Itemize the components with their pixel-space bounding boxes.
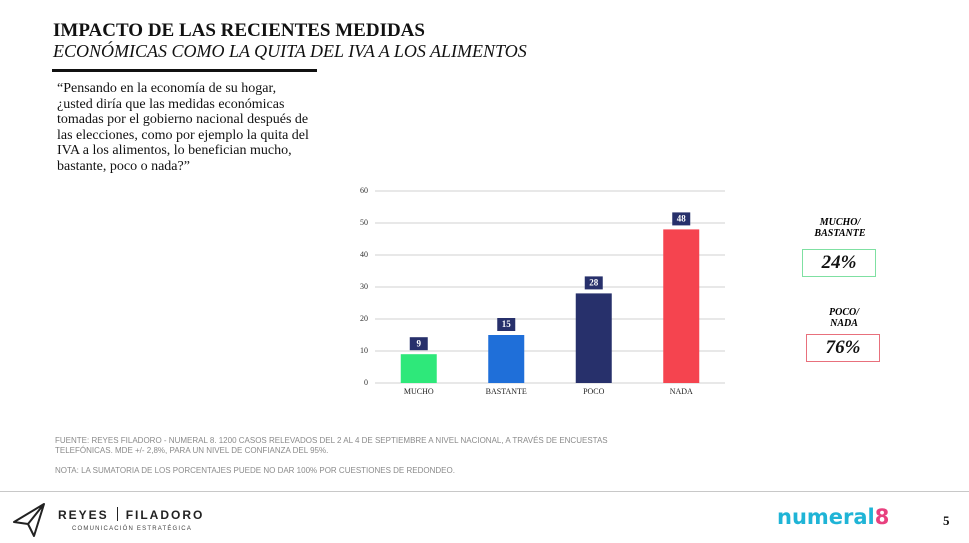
value-label-bg — [584, 276, 603, 290]
title: IMPACTO DE LAS RECIENTES MEDIDAS — [53, 20, 425, 41]
summary-label-line: NADA — [830, 318, 858, 329]
subtitle: ECONÓMICAS COMO LA QUITA DEL IVA A LOS A… — [53, 41, 527, 61]
partner-logo: numeral8 — [777, 505, 889, 529]
brand-right: FILADORO — [125, 508, 205, 522]
y-tick-label: 20 — [360, 314, 368, 323]
value-label: 28 — [589, 277, 599, 287]
logo-icon — [13, 503, 45, 537]
page-number: 5 — [943, 513, 950, 528]
rounding-note: NOTA: LA SUMATORIA DE LOS PORCENTAJES PU… — [55, 466, 455, 475]
bar — [400, 354, 437, 383]
summary-label: MUCHO/BASTANTE — [800, 217, 880, 239]
footer-rule — [0, 491, 969, 492]
value-label: 48 — [677, 213, 687, 223]
source-note: FUENTE: REYES FILADORO - NUMERAL 8. 1200… — [55, 436, 608, 455]
y-tick-label: 50 — [360, 218, 368, 227]
summary-label-line: BASTANTE — [814, 228, 866, 239]
title-rule — [52, 69, 317, 72]
tagline: COMUNICACIÓN ESTRATÉGICA — [72, 526, 193, 532]
y-tick-label: 0 — [364, 378, 368, 387]
partner-accent: 8 — [874, 505, 890, 529]
y-tick-label: 10 — [360, 346, 368, 355]
bar — [575, 293, 612, 383]
bar — [663, 229, 700, 383]
partner-name: numeral — [777, 505, 875, 529]
summary-value: 76% — [806, 334, 880, 362]
value-label-bg — [672, 212, 691, 226]
chart: 0 10 20 30 40 50 60 MUCHO 9 BASTANTE 15 POCO 28 NADA 4… — [360, 186, 725, 396]
summary-label-line: MUCHO/ — [819, 217, 861, 228]
x-tick-label: POCO — [583, 387, 605, 396]
brand-left: REYES — [58, 508, 109, 522]
value-label-bg — [497, 318, 516, 331]
brand: REYES FILADORO — [58, 507, 204, 522]
y-tick-label: 30 — [360, 282, 368, 291]
summary-label-line: POCO/ — [829, 307, 859, 318]
x-tick-label: BASTANTE — [486, 387, 527, 396]
value-label: 9 — [417, 338, 422, 348]
question: “Pensando en la economía de su hogar, ¿u… — [57, 81, 309, 174]
value-label: 15 — [502, 319, 512, 329]
summary-label: POCO/NADA — [804, 307, 884, 329]
summary-value: 24% — [802, 249, 876, 277]
y-tick-label: 40 — [360, 250, 368, 259]
x-tick-label: NADA — [670, 387, 693, 396]
value-label-bg — [409, 337, 428, 351]
y-tick-label: 60 — [360, 186, 368, 195]
x-tick-label: MUCHO — [404, 387, 434, 396]
bar — [488, 335, 525, 383]
